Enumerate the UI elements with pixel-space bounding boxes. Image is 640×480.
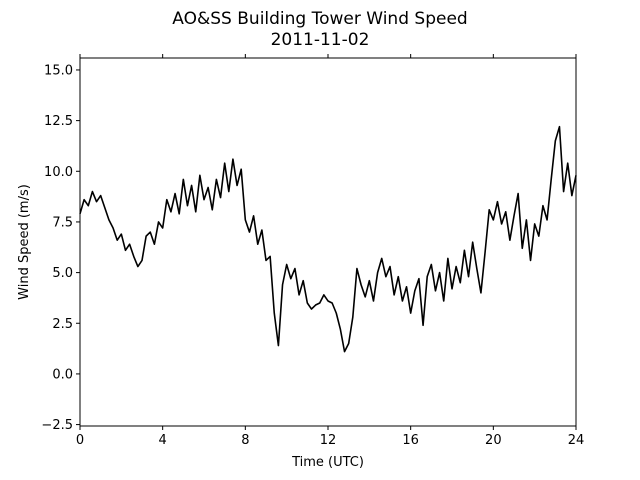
y-axis-label: Wind Speed (m/s) xyxy=(17,184,32,300)
x-tick-label: 24 xyxy=(568,433,585,448)
data-line xyxy=(79,125,577,353)
y-tick-label: 5.0 xyxy=(52,266,73,281)
x-axis-label: Time (UTC) xyxy=(291,455,364,470)
x-tick-label: 20 xyxy=(485,433,502,448)
x-tick-label: 12 xyxy=(320,433,337,448)
x-tick-label: 4 xyxy=(159,433,167,448)
y-tick-label: 2.5 xyxy=(52,317,73,332)
y-tick-label: 15.0 xyxy=(44,63,73,78)
x-tick-label: 0 xyxy=(76,433,84,448)
x-tick-label: 16 xyxy=(402,433,419,448)
y-tick-label: 10.0 xyxy=(44,165,73,180)
y-tick-label: 7.5 xyxy=(52,215,73,230)
y-tick-label: −2.5 xyxy=(41,418,73,433)
x-tick-label: 8 xyxy=(241,433,249,448)
chart-subtitle: 2011-11-02 xyxy=(271,30,370,50)
y-tick-label: 12.5 xyxy=(44,114,73,129)
chart-title: AO&SS Building Tower Wind Speed xyxy=(172,9,467,29)
y-tick-label: 0.0 xyxy=(52,367,73,382)
plot-frame xyxy=(79,57,577,427)
